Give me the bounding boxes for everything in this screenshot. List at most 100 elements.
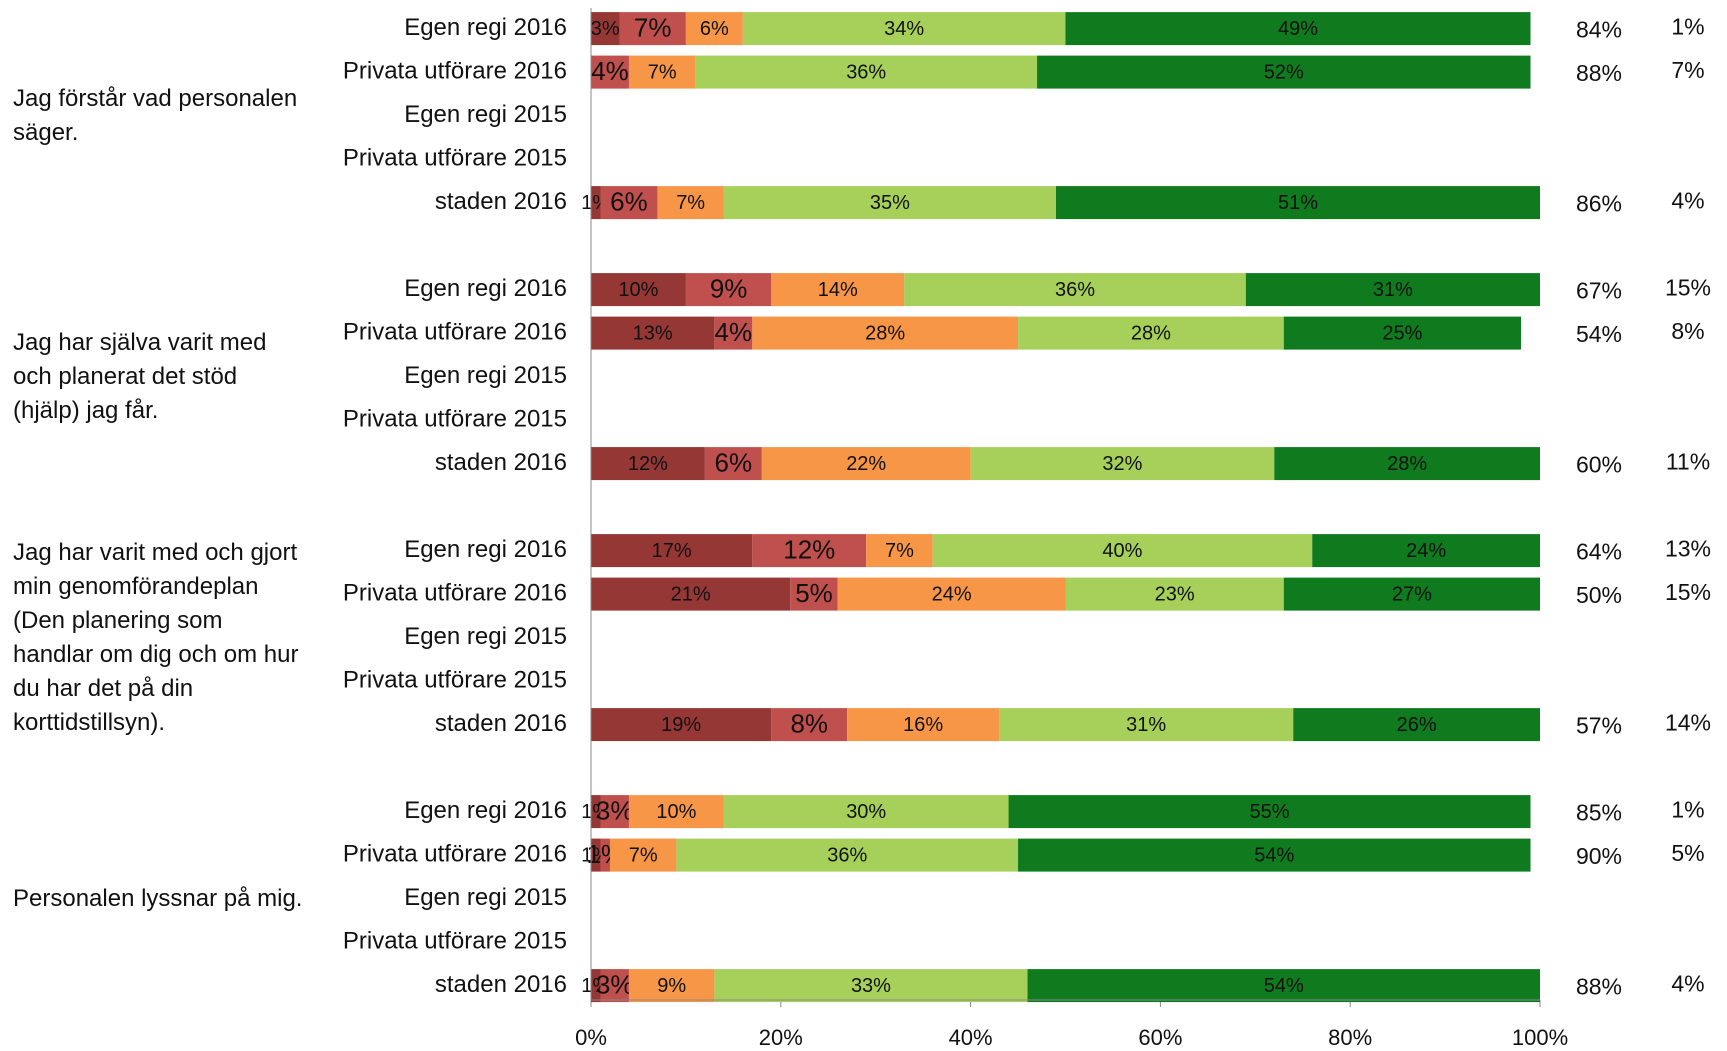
data-label: 10%	[618, 279, 658, 301]
category-label: Privata utförare 2015	[343, 405, 567, 432]
data-label: 14%	[818, 279, 858, 301]
data-label: 24%	[1406, 540, 1446, 562]
data-label: 7%	[885, 540, 914, 562]
category-label: staden 2016	[435, 188, 567, 215]
bar-segment	[752, 534, 867, 568]
data-label: 19%	[661, 714, 701, 736]
category-label: Privata utförare 2016	[343, 57, 567, 84]
other-label: 15%	[1665, 579, 1711, 605]
bar-segment	[932, 534, 1313, 568]
other-label: 1%	[1671, 797, 1704, 823]
bar-segment	[628, 55, 696, 89]
bar-segment	[657, 186, 724, 220]
data-label: 27%	[1392, 583, 1432, 605]
data-label: 23%	[1155, 583, 1195, 605]
bar-segment	[591, 577, 791, 611]
category-label: Egen regi 2016	[404, 275, 567, 302]
bar-segment	[591, 838, 601, 872]
bar-segment	[591, 534, 753, 568]
x-tick-label: 100%	[1512, 1025, 1568, 1050]
data-label: 9%	[657, 975, 686, 997]
data-label: 12%	[628, 453, 668, 475]
bar-segment	[1245, 273, 1540, 307]
bar-segment	[1283, 316, 1522, 350]
other-label: 7%	[1671, 57, 1704, 83]
bar-segment	[723, 795, 1009, 829]
group-label: Jag har själva varit med och planerat de…	[13, 328, 267, 424]
data-label: 24%	[932, 583, 972, 605]
bar-segment	[761, 447, 971, 481]
x-tick-label: 80%	[1328, 1025, 1372, 1050]
positive-label: 88%	[1576, 60, 1622, 86]
positive-label: 57%	[1576, 713, 1622, 739]
data-label: 49%	[1278, 18, 1318, 40]
bar-segment	[676, 838, 1019, 872]
bar-segment	[695, 55, 1038, 89]
bar-segment	[1065, 12, 1531, 46]
category-label: staden 2016	[435, 971, 567, 998]
data-label: 31%	[1373, 279, 1413, 301]
bar-segment	[600, 969, 629, 1003]
data-label: 54%	[1254, 844, 1294, 866]
data-label: 26%	[1397, 714, 1437, 736]
data-label: 52%	[1264, 61, 1304, 83]
data-label: 7%	[648, 61, 677, 83]
bar-segment	[1274, 447, 1540, 481]
data-label: 55%	[1250, 801, 1290, 823]
bar-segment	[1018, 838, 1531, 872]
bar-segment	[704, 447, 762, 481]
other-label: 15%	[1665, 275, 1711, 301]
data-label: 7%	[676, 192, 705, 214]
data-label: 4%	[715, 317, 753, 347]
data-label: 31%	[1126, 714, 1166, 736]
category-label: Privata utförare 2015	[343, 927, 567, 954]
category-label: Privata utförare 2016	[343, 840, 567, 867]
bar-segment	[771, 708, 848, 742]
data-label: 4%	[591, 56, 629, 86]
other-label: 14%	[1665, 710, 1711, 736]
bar-segment	[628, 969, 715, 1003]
bar-segment	[1056, 186, 1540, 220]
bar-segment	[1283, 577, 1540, 611]
category-label: staden 2016	[435, 449, 567, 476]
data-label: 51%	[1278, 192, 1318, 214]
data-label: 21%	[671, 583, 711, 605]
category-label: Egen regi 2016	[404, 797, 567, 824]
data-label: 9%	[710, 273, 748, 303]
positive-label: 60%	[1576, 452, 1622, 478]
data-label: 10%	[656, 801, 696, 823]
data-label: 6%	[715, 447, 753, 477]
other-label: 4%	[1671, 971, 1704, 997]
bar-segment	[714, 969, 1028, 1003]
bar-segment	[1008, 795, 1531, 829]
x-tick-label: 40%	[949, 1025, 993, 1050]
data-label: 32%	[1102, 453, 1142, 475]
bar-segment	[723, 186, 1057, 220]
data-label: 7%	[634, 12, 672, 42]
group-label: Personalen lyssnar på mig.	[13, 884, 303, 912]
bar-segment	[609, 838, 677, 872]
data-label: 36%	[827, 844, 867, 866]
category-label: staden 2016	[435, 710, 567, 737]
bar-segment	[600, 838, 610, 872]
data-label: 12%	[783, 534, 835, 564]
data-label: 22%	[846, 453, 886, 475]
bar-segment	[714, 316, 753, 350]
data-label: 8%	[790, 708, 828, 738]
data-label: 35%	[870, 192, 910, 214]
positive-label: 86%	[1576, 191, 1622, 217]
bar-segment	[591, 55, 629, 89]
bar-segment	[1018, 316, 1284, 350]
data-label: 5%	[795, 578, 833, 608]
bar-segment	[628, 795, 724, 829]
data-label: 28%	[1131, 322, 1171, 344]
positive-label: 90%	[1576, 843, 1622, 869]
bar-segment	[685, 12, 743, 46]
data-label: 6%	[700, 18, 729, 40]
data-label: 13%	[633, 322, 673, 344]
group-label: Jag har varit med och gjort min genomför…	[13, 538, 299, 736]
x-tick-label: 20%	[759, 1025, 803, 1050]
bar-segment	[600, 795, 629, 829]
